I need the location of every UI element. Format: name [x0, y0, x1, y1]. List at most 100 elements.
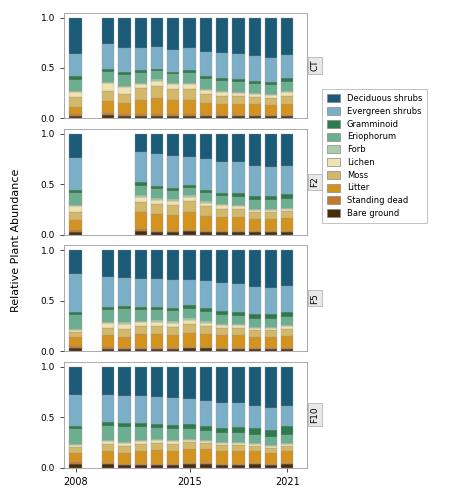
Bar: [151, 366, 163, 397]
Bar: [70, 429, 82, 444]
Bar: [232, 366, 245, 403]
Bar: [281, 200, 294, 207]
Bar: [184, 196, 196, 198]
Bar: [216, 134, 228, 162]
Bar: [102, 464, 114, 468]
Bar: [232, 79, 245, 82]
Bar: [265, 116, 277, 118]
Bar: [70, 366, 82, 395]
Bar: [216, 216, 228, 230]
Bar: [232, 206, 245, 208]
Bar: [200, 190, 212, 194]
Bar: [184, 198, 196, 202]
Bar: [135, 48, 147, 70]
Bar: [70, 312, 82, 315]
Bar: [200, 366, 212, 401]
Bar: [70, 92, 82, 97]
Bar: [151, 322, 163, 326]
Bar: [200, 401, 212, 426]
Bar: [232, 444, 245, 446]
Bar: [216, 18, 228, 53]
Bar: [70, 212, 82, 220]
Bar: [135, 452, 147, 464]
Bar: [70, 80, 82, 91]
Bar: [216, 315, 228, 324]
Bar: [249, 286, 261, 314]
Bar: [151, 134, 163, 154]
Bar: [232, 433, 245, 442]
Bar: [70, 190, 82, 194]
Bar: [167, 429, 180, 440]
Bar: [200, 232, 212, 234]
Bar: [102, 69, 114, 72]
Bar: [102, 366, 114, 395]
Bar: [70, 446, 82, 448]
Bar: [232, 134, 245, 162]
Bar: [216, 325, 228, 328]
Bar: [232, 446, 245, 452]
Bar: [200, 280, 212, 308]
Bar: [102, 91, 114, 101]
Bar: [70, 76, 82, 80]
Bar: [135, 100, 147, 114]
Bar: [167, 74, 180, 83]
Bar: [167, 232, 180, 234]
Bar: [70, 232, 82, 234]
Bar: [102, 44, 114, 69]
Bar: [167, 18, 180, 50]
Bar: [249, 196, 261, 200]
Bar: [135, 427, 147, 440]
Bar: [151, 204, 163, 214]
Bar: [200, 76, 212, 79]
Bar: [70, 250, 82, 274]
Bar: [281, 444, 294, 446]
Bar: [118, 464, 131, 466]
Bar: [184, 450, 196, 464]
Bar: [200, 52, 212, 76]
Bar: [200, 464, 212, 468]
Bar: [265, 288, 277, 314]
Bar: [265, 446, 277, 448]
Bar: [135, 322, 147, 326]
Bar: [167, 452, 180, 464]
Bar: [281, 92, 294, 96]
Bar: [70, 54, 82, 76]
Bar: [249, 428, 261, 436]
Bar: [265, 349, 277, 351]
Bar: [232, 198, 245, 205]
Bar: [184, 134, 196, 157]
Bar: [118, 48, 131, 72]
Bar: [200, 250, 212, 280]
Bar: [281, 436, 294, 444]
Bar: [70, 18, 82, 54]
Bar: [102, 310, 114, 322]
Bar: [232, 18, 245, 54]
Bar: [118, 454, 131, 464]
Bar: [184, 309, 196, 318]
Bar: [167, 349, 180, 351]
Bar: [135, 321, 147, 322]
Bar: [151, 200, 163, 204]
Bar: [167, 89, 180, 100]
Bar: [281, 104, 294, 116]
Bar: [232, 194, 245, 198]
Bar: [281, 312, 294, 317]
Bar: [265, 218, 277, 230]
Bar: [249, 212, 261, 218]
Bar: [70, 274, 82, 312]
Bar: [135, 466, 147, 468]
Bar: [265, 18, 277, 58]
Bar: [184, 440, 196, 442]
Bar: [232, 104, 245, 116]
Bar: [249, 18, 261, 56]
Bar: [200, 348, 212, 351]
Bar: [281, 286, 294, 312]
Text: Relative Plant Abundance: Relative Plant Abundance: [11, 168, 21, 312]
Bar: [265, 408, 277, 430]
Bar: [232, 216, 245, 230]
Bar: [265, 85, 277, 94]
Bar: [232, 312, 245, 316]
Bar: [216, 282, 228, 311]
Bar: [265, 230, 277, 232]
Bar: [167, 442, 180, 444]
